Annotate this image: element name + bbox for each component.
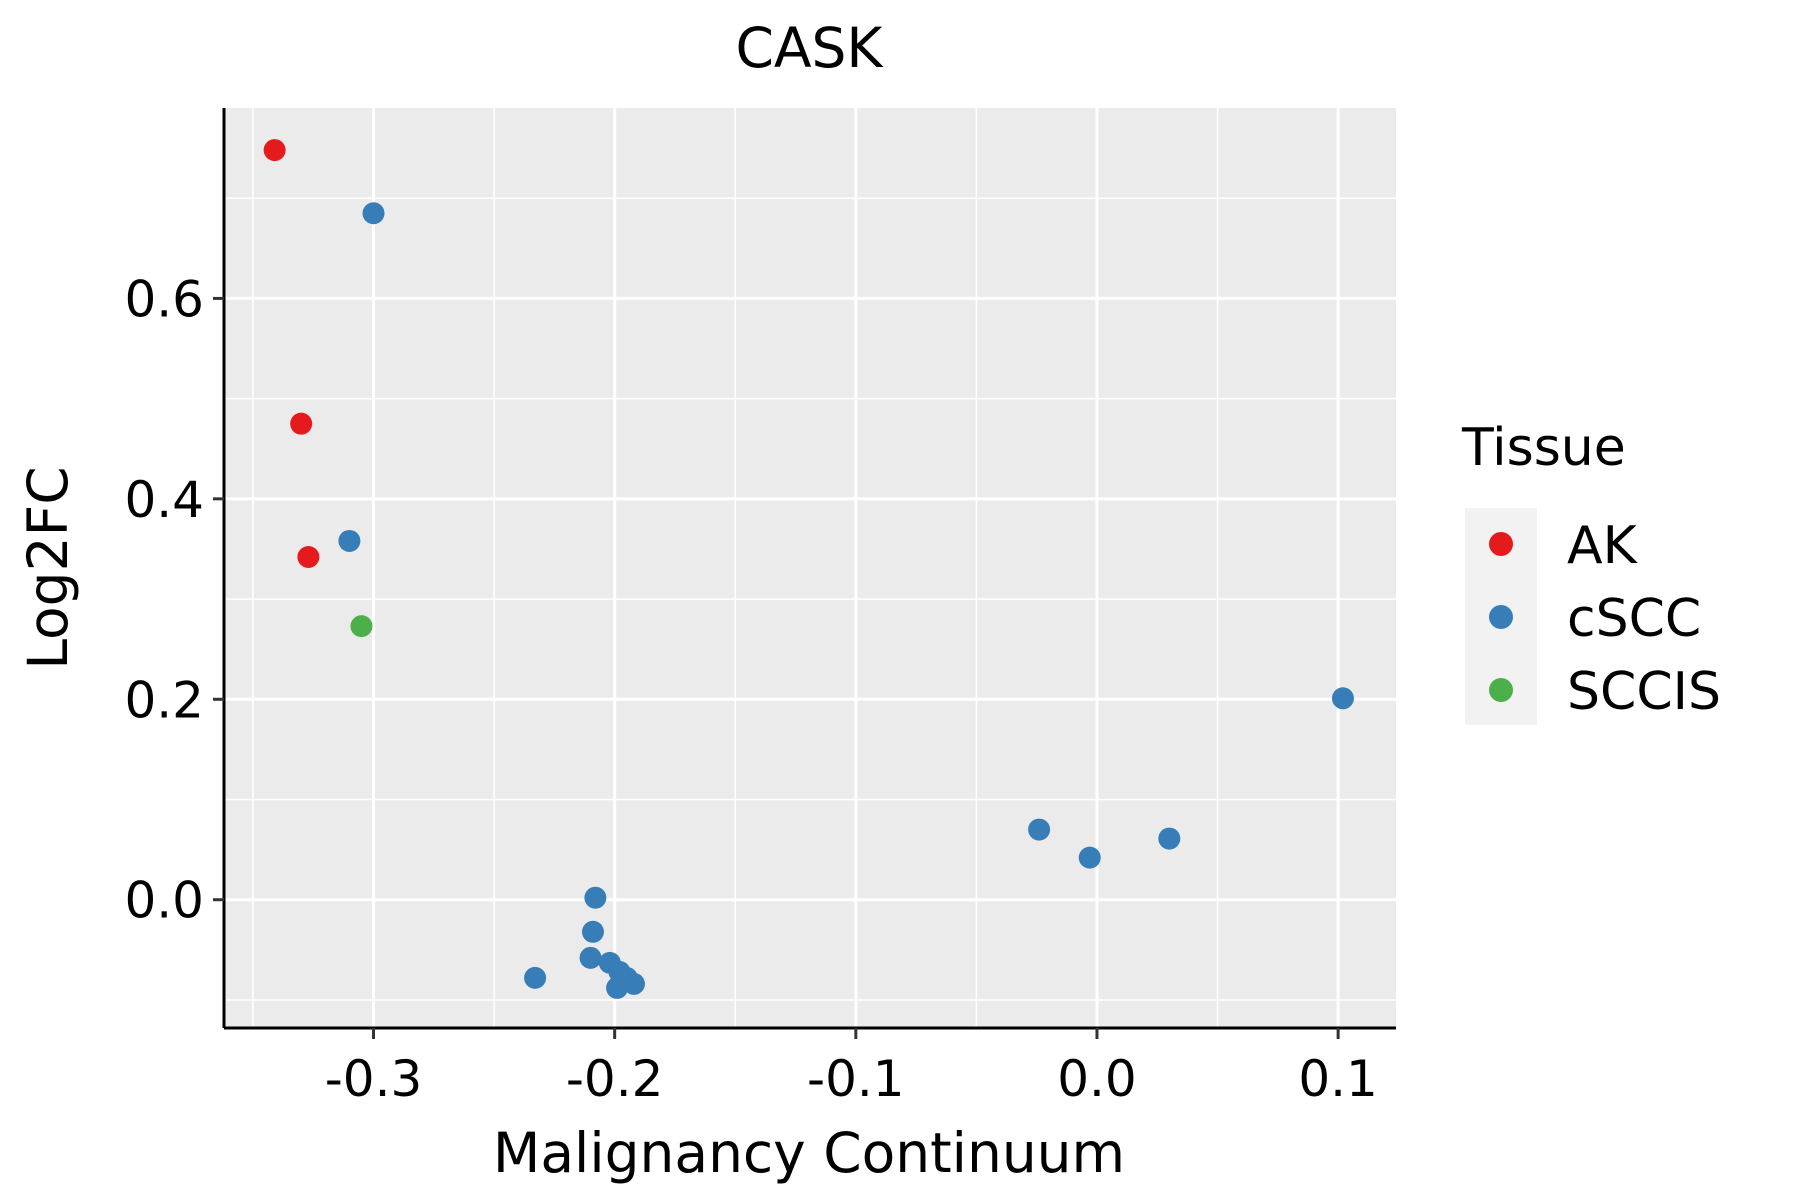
x-tick-label-3: 0.0 [1057, 1050, 1137, 1108]
data-points [263, 139, 1354, 999]
x-tick-label-0: -0.3 [325, 1050, 423, 1108]
point-ak-1 [290, 412, 313, 435]
point-sccis-0 [350, 615, 373, 638]
legend-key-sccis [1489, 678, 1513, 702]
y-tick-label-1: 0.2 [124, 671, 204, 729]
legend-title: Tissue [1461, 418, 1626, 478]
x-ticks: -0.3 -0.2 -0.1 0.0 0.1 [325, 1028, 1378, 1108]
legend-key-cscc [1489, 605, 1513, 629]
grid-minor [224, 108, 1396, 1028]
chart-title: CASK [735, 16, 884, 80]
point-cscc-6 [584, 886, 607, 909]
point-ak-0 [263, 139, 286, 162]
legend-label-sccis: SCCIS [1567, 662, 1721, 722]
y-tick-label-3: 0.6 [124, 270, 204, 328]
point-cscc-8 [579, 946, 602, 969]
legend: AK cSCC SCCIS [1489, 516, 1721, 722]
y-ticks: 0.0 0.2 0.4 0.6 [124, 270, 224, 930]
point-cscc-5 [1078, 846, 1101, 869]
point-cscc-13 [606, 976, 629, 999]
point-cscc-7 [581, 920, 604, 943]
plot-panel [224, 108, 1396, 1028]
point-cscc-4 [1158, 827, 1181, 850]
legend-key-ak [1489, 532, 1513, 556]
x-tick-label-4: 0.1 [1298, 1050, 1378, 1108]
legend-label-cscc: cSCC [1567, 589, 1701, 649]
point-cscc-12 [622, 972, 645, 995]
grid-major [224, 108, 1396, 1028]
point-ak-2 [297, 545, 320, 568]
legend-label-ak: AK [1567, 516, 1639, 576]
x-axis-title: Malignancy Continuum [493, 1121, 1125, 1185]
point-cscc-0 [362, 202, 385, 225]
x-tick-label-1: -0.2 [566, 1050, 664, 1108]
y-axis-title: Log2FC [16, 466, 80, 669]
point-cscc-3 [1028, 818, 1051, 841]
point-cscc-14 [524, 966, 547, 989]
y-tick-label-2: 0.4 [124, 471, 204, 529]
point-cscc-2 [1331, 687, 1354, 710]
x-tick-label-2: -0.1 [807, 1050, 905, 1108]
point-cscc-1 [338, 529, 361, 552]
y-tick-label-0: 0.0 [124, 872, 204, 930]
